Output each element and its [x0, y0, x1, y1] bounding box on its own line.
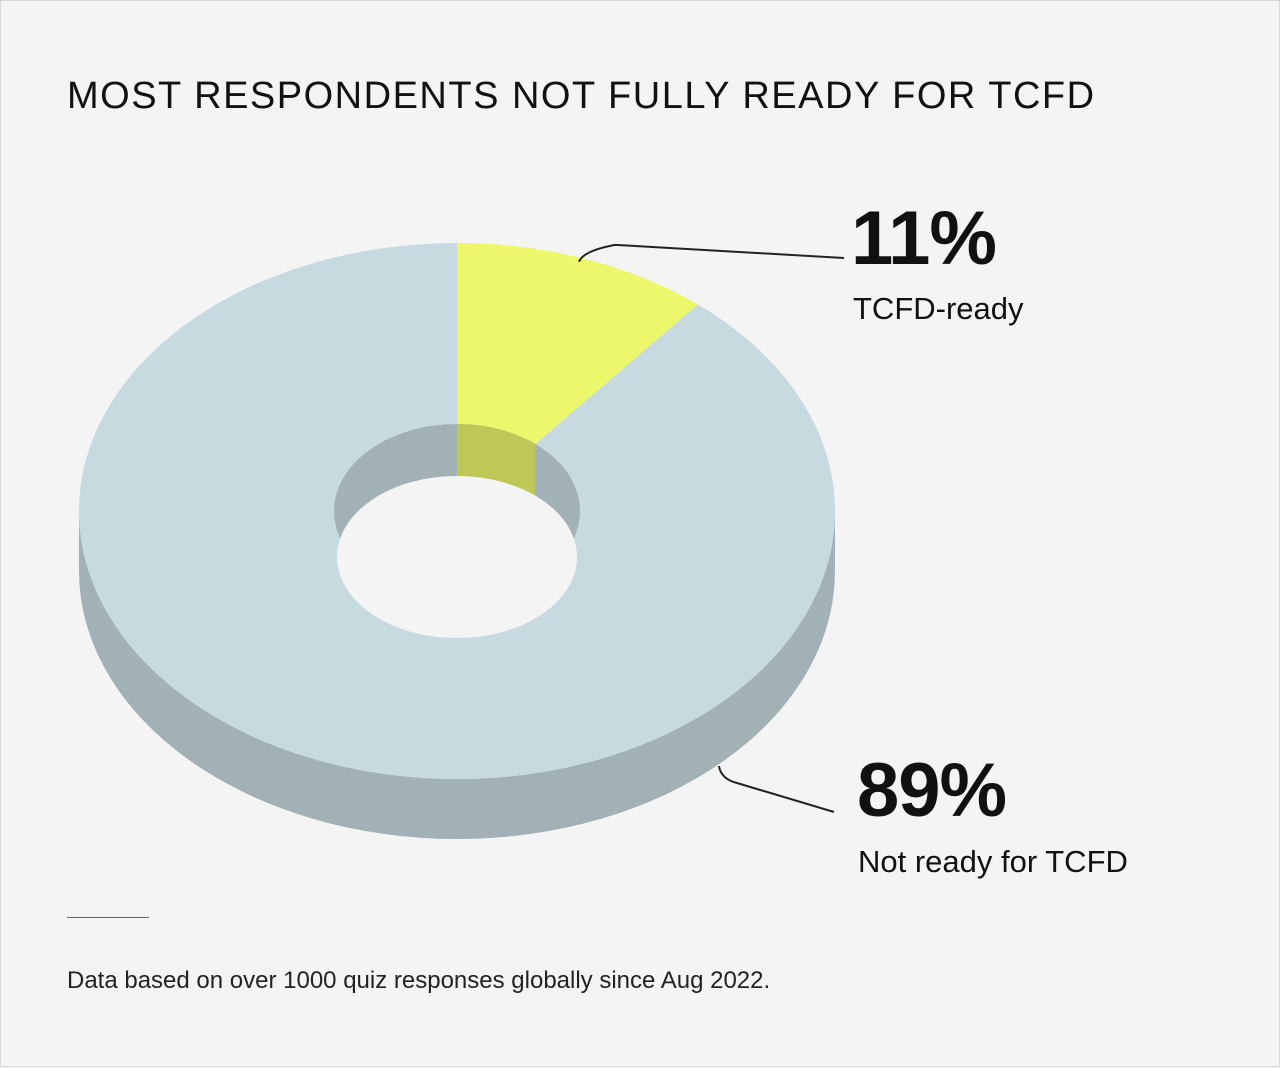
donut-outer-wall — [79, 511, 835, 839]
footnote: Data based on over 1000 quiz responses g… — [67, 967, 771, 994]
donut-hole — [337, 476, 577, 638]
leader-line-ready — [578, 243, 845, 263]
donut-slice-ready — [457, 243, 698, 444]
footnote-divider — [67, 917, 149, 918]
slice-category-label-ready: TCFD-ready — [853, 291, 1024, 326]
chart-title: MOST RESPONDENTS NOT FULLY READY FOR TCF… — [67, 75, 1096, 117]
leader-line-not-ready — [718, 765, 835, 813]
slice-value-label-not-ready: 89% — [857, 748, 1007, 833]
donut-slice-not-ready — [78, 243, 836, 779]
slice-category-label-not-ready: Not ready for TCFD — [858, 844, 1128, 879]
slice-value-label-ready: 11% — [851, 196, 997, 281]
